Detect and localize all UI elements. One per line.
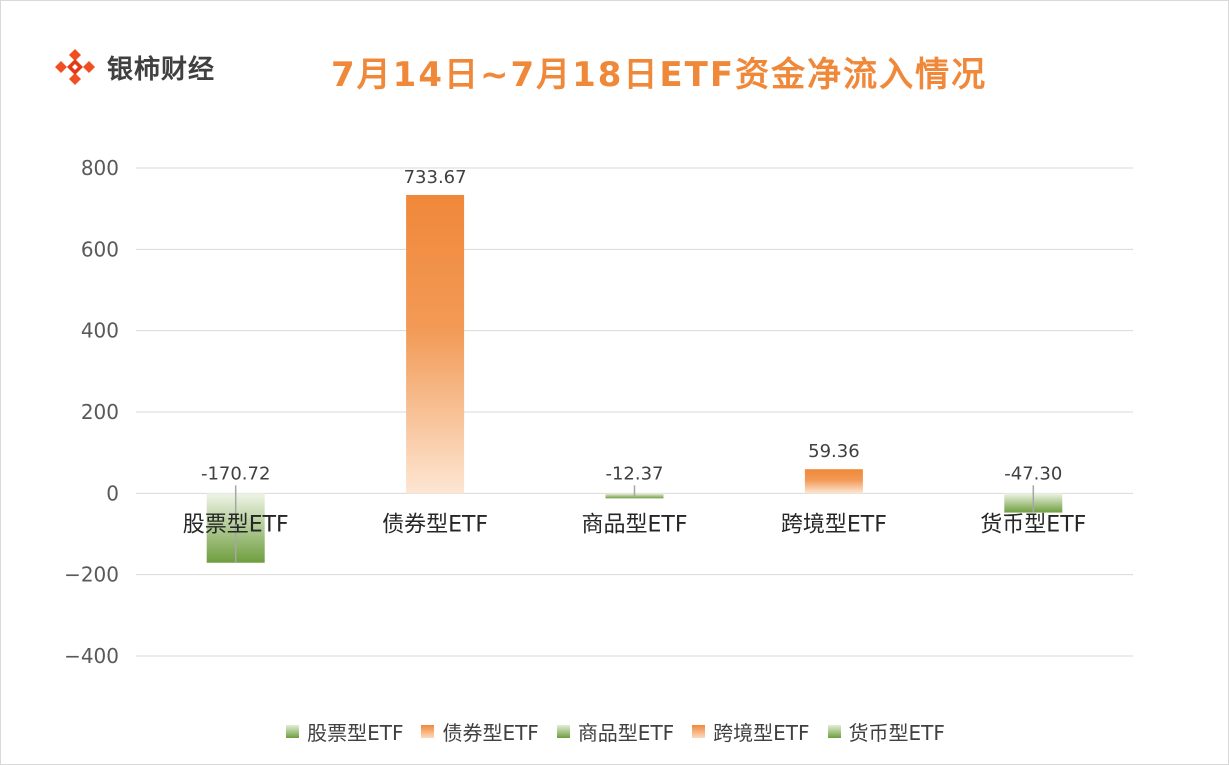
legend-swatch [421, 725, 435, 738]
legend-label: 债券型ETF [442, 721, 539, 745]
bar-chart: 800 600 400 200 0 −200 −400 -170.72 股票型ETF 733.67… [64, 156, 1133, 668]
y-tick-label: 600 [81, 237, 119, 261]
data-label: -47.30 [1004, 463, 1062, 484]
data-label: -12.37 [605, 463, 663, 484]
legend-item: 债券型ETF [421, 717, 539, 746]
legend-swatch [827, 725, 841, 738]
legend-swatch [286, 725, 300, 738]
chart-legend: 股票型ETF 债券型ETF 商品型ETF 跨境型ETF 货币型ETF [1, 717, 1229, 746]
legend-item: 跨境型ETF [692, 717, 810, 746]
category-label: 商品型ETF [582, 512, 688, 537]
bar-4 [804, 469, 863, 494]
brand-name: 银柿财经 [107, 54, 216, 85]
y-tick-label: 400 [81, 319, 119, 343]
category-label: 货币型ETF [980, 512, 1086, 537]
legend-swatch [556, 725, 570, 738]
legend-swatch [692, 725, 706, 738]
diamond-logo-icon [55, 49, 95, 85]
data-label: -170.72 [201, 463, 270, 484]
legend-label: 跨境型ETF [713, 721, 810, 745]
chart-title: 7月14日~7月18日ETF资金净流入情况 [331, 55, 988, 95]
legend-label: 商品型ETF [577, 721, 675, 745]
y-tick-label: 200 [81, 400, 119, 424]
brand: 银柿财经 [53, 47, 215, 87]
legend-label: 股票型ETF [307, 721, 404, 745]
legend-item: 商品型ETF [556, 717, 675, 746]
data-label: 59.36 [808, 441, 860, 462]
legend-item: 股票型ETF [286, 717, 403, 746]
bar-2 [406, 194, 465, 494]
legend-item: 货币型ETF [827, 717, 945, 746]
category-label: 跨境型ETF [781, 512, 887, 537]
legend-label: 货币型ETF [848, 721, 945, 745]
category-label: 债券型ETF [382, 512, 488, 537]
y-tick-label: 0 [106, 481, 119, 505]
y-tick-label: −400 [64, 644, 119, 668]
y-tick-label: 800 [81, 156, 119, 180]
y-tick-label: −200 [64, 563, 119, 587]
category-label: 股票型ETF [183, 512, 289, 537]
data-label: 733.67 [404, 167, 467, 188]
